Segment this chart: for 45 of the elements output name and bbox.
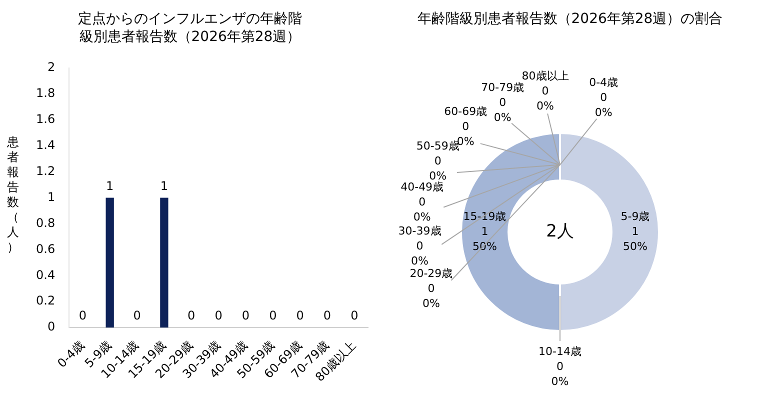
data-label: 1 (106, 178, 114, 193)
chart-title: 年齢階級別患者報告数（2026年第28週）の割合 (417, 10, 723, 28)
data-label: 1 50% (472, 224, 497, 253)
category-label: 20-29歳 (410, 267, 453, 280)
y-tick-label: 1.6 (36, 112, 56, 126)
text: 0 0% (422, 282, 440, 310)
data-label: 0 (78, 308, 86, 323)
text: 0 0% (536, 84, 554, 113)
text: 2人 (546, 221, 574, 242)
data-label: 0 (242, 308, 250, 323)
y-tick-label: 1 (47, 190, 56, 204)
data-label: 0 (296, 308, 304, 323)
y-tick-label: 0.6 (36, 242, 56, 256)
y-tick-label: 0.4 (36, 268, 56, 282)
y-tick-label: 0.2 (36, 294, 56, 308)
data-label: 1 (160, 178, 168, 193)
y-tick-label: 1.8 (36, 86, 56, 100)
data-label: 1 50% (623, 224, 648, 253)
y-axis-title: 患者報告数（人） (6, 135, 20, 255)
data-label: 0 (269, 308, 277, 323)
text: 0 0% (551, 360, 569, 388)
category-label: 40-49歳 (400, 180, 444, 194)
data-label: 0 (323, 308, 332, 323)
data-label: 0 (188, 308, 196, 323)
data-label: 0 (350, 308, 358, 323)
y-tick-label: 2 (47, 60, 56, 74)
category-label: 30-39歳 (398, 224, 442, 238)
text: 0 0% (429, 154, 447, 182)
category-label: 60-69歳 (444, 105, 488, 118)
text: 0 0% (594, 90, 612, 119)
category-label: 80歳以上 (522, 70, 569, 83)
data-label: 0 (214, 308, 222, 323)
text: 0 0% (494, 96, 512, 124)
y-tick-label: 1.4 (36, 138, 56, 152)
slice-label: 15-19歳 (463, 210, 506, 223)
text: 0 0% (413, 196, 431, 224)
category-label: 0-4歳 (589, 76, 618, 89)
data-label: 0 (133, 308, 141, 323)
slice-label: 5-9歳 (620, 210, 650, 223)
category-label: 70-79歳 (481, 81, 524, 94)
y-tick-label: 0 (47, 320, 56, 334)
y-tick-label: 1.2 (36, 164, 56, 178)
chart-title: 定点からのインフルエンザの年齢階級別患者報告数（2026年第28週） (77, 10, 303, 46)
y-tick-label: 0.8 (36, 216, 56, 230)
text: 0 0% (411, 240, 428, 268)
